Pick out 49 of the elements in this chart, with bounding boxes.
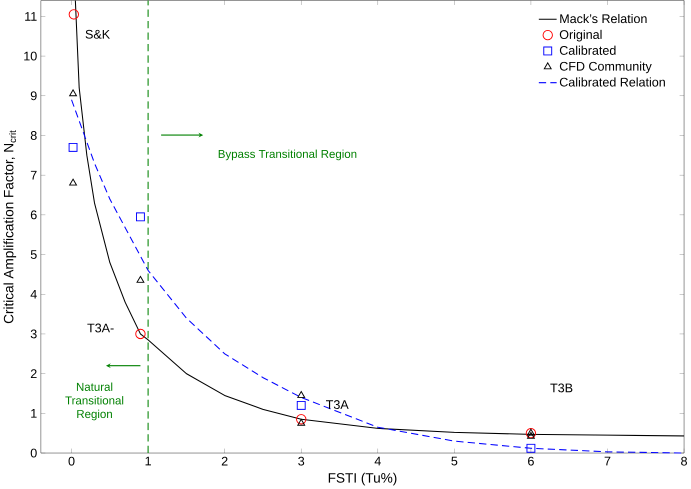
y-tick-label: 11 bbox=[25, 12, 37, 21]
point bbox=[135, 328, 146, 340]
x-tick-label: 4 bbox=[374, 456, 381, 466]
y-tick-label: 0 bbox=[30, 448, 37, 458]
x-tick-label: 2 bbox=[222, 456, 228, 466]
legend-label: CFD Community bbox=[560, 62, 652, 74]
point bbox=[297, 418, 306, 426]
annotation: T3A- bbox=[87, 324, 114, 332]
point bbox=[526, 428, 536, 438]
y-tick-label: 7 bbox=[30, 170, 37, 180]
legend-label: Original bbox=[560, 30, 602, 42]
x-axis-title: FSTI (Tu%) bbox=[328, 472, 396, 486]
point bbox=[527, 432, 535, 439]
point bbox=[68, 9, 79, 20]
annotation: Natural Transitional Region bbox=[65, 382, 124, 420]
x-tick-label: 6 bbox=[528, 456, 534, 466]
y-axis-title: Critical Amplification Factor, N$_{crit}$ bbox=[3, 130, 16, 324]
legend-label: Calibrated Relation bbox=[560, 77, 665, 87]
annotation: T3A bbox=[326, 400, 349, 410]
legend-label: Mack’s Relation bbox=[560, 14, 647, 24]
legend-label: Calibrated bbox=[560, 46, 616, 55]
y-tick-label: 6 bbox=[30, 210, 37, 220]
y-tick-label: 3 bbox=[30, 330, 37, 338]
point bbox=[526, 444, 536, 453]
x-tick-label: 8 bbox=[681, 456, 687, 466]
y-tick-label: 2 bbox=[30, 369, 37, 378]
point bbox=[527, 428, 535, 436]
x-tick-label: 1 bbox=[146, 456, 151, 466]
annotation: S&K bbox=[86, 30, 110, 39]
point bbox=[296, 401, 306, 410]
y-tick-label: 10 bbox=[24, 52, 37, 61]
y-tick-label: 4 bbox=[30, 290, 37, 299]
y-tick-label: 5 bbox=[30, 250, 37, 259]
annotation: Bypass Transitional Region bbox=[218, 150, 356, 160]
x-tick-label: 3 bbox=[298, 456, 304, 466]
y-tick-label: 9 bbox=[30, 91, 37, 100]
point bbox=[136, 276, 144, 283]
y-tick-label: 8 bbox=[30, 131, 37, 140]
point bbox=[296, 414, 306, 425]
x-tick-label: 7 bbox=[604, 456, 610, 466]
annotation: T3B bbox=[550, 384, 572, 392]
point bbox=[297, 391, 306, 398]
point bbox=[136, 212, 145, 222]
point bbox=[69, 178, 77, 186]
y-tick-label: 1 bbox=[31, 409, 37, 418]
point bbox=[69, 89, 77, 96]
x-tick-label: 0 bbox=[68, 456, 75, 466]
x-tick-label: 5 bbox=[451, 456, 458, 466]
point bbox=[68, 143, 78, 152]
